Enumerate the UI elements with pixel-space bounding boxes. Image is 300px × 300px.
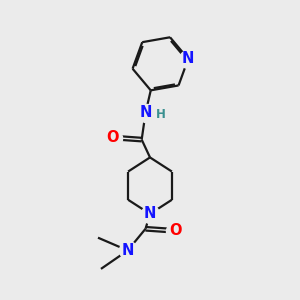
Text: N: N [144, 206, 156, 221]
Text: O: O [106, 130, 119, 145]
Text: H: H [156, 108, 166, 121]
Text: O: O [169, 223, 182, 238]
Text: N: N [122, 243, 134, 258]
Text: N: N [182, 51, 194, 66]
Text: N: N [140, 105, 152, 120]
